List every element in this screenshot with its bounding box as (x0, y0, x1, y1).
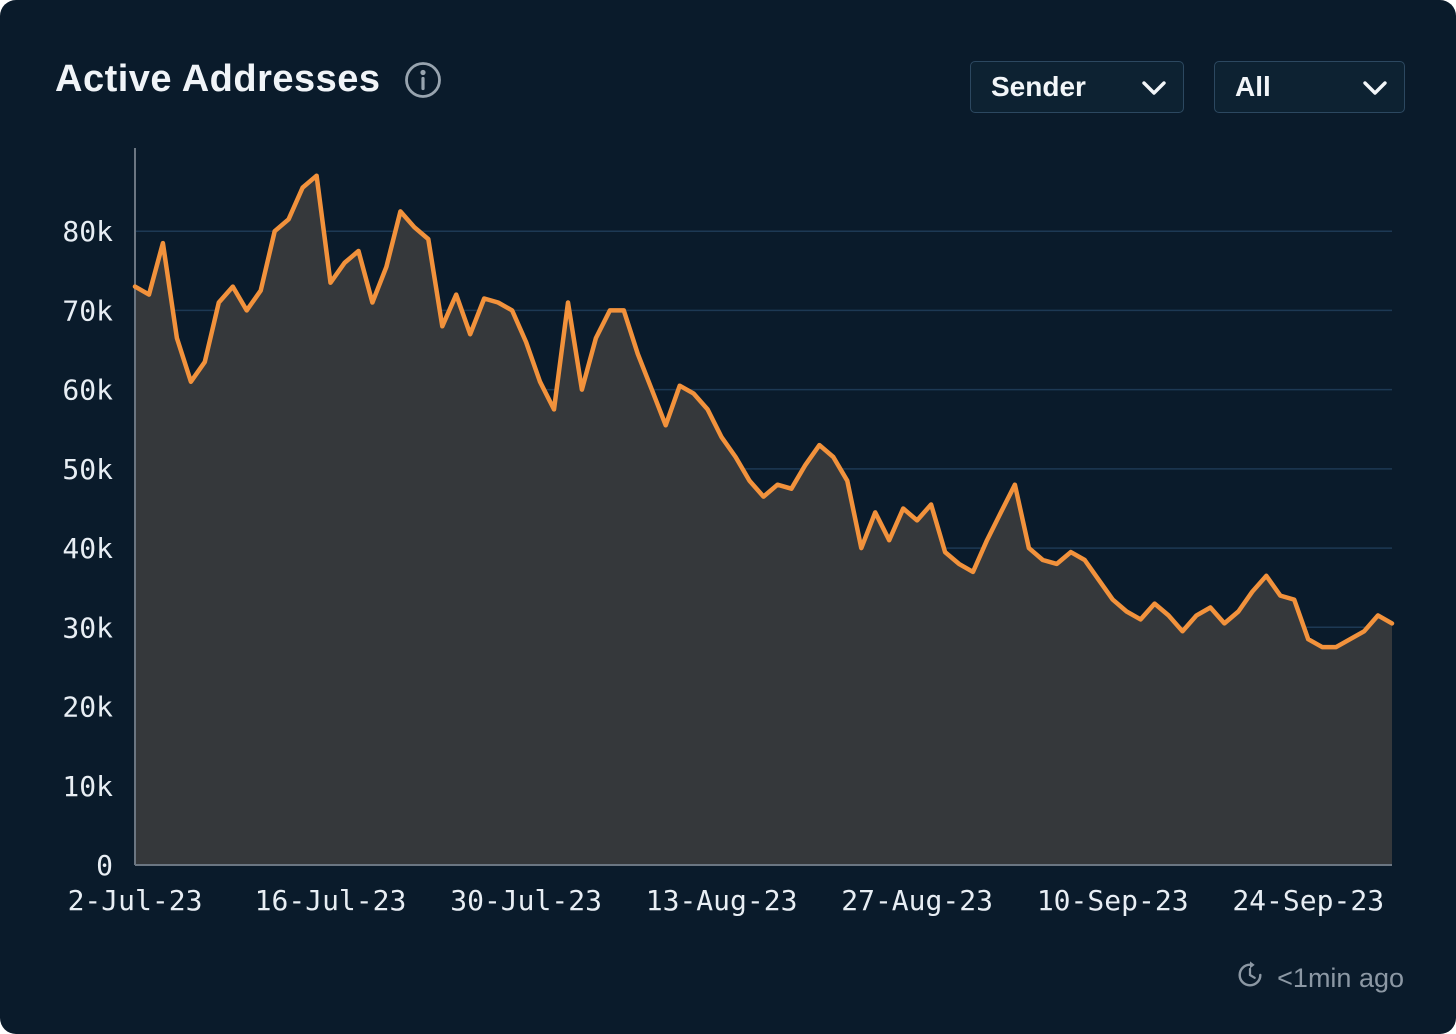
last-updated: <1min ago (1235, 960, 1404, 997)
x-tick-label: 30-Jul-23 (450, 884, 602, 917)
scope-filter-label: All (1235, 71, 1271, 102)
x-tick-label: 16-Jul-23 (255, 884, 407, 917)
y-tick-label: 0 (96, 849, 113, 882)
sender-filter-dropdown[interactable]: Sender (970, 61, 1184, 113)
chart-header: Active Addresses (55, 58, 443, 101)
x-tick-label: 10-Sep-23 (1037, 884, 1189, 917)
y-tick-label: 30k (62, 611, 113, 644)
y-tick-label: 50k (62, 453, 113, 486)
x-tick-label: 13-Aug-23 (646, 884, 798, 917)
y-tick-label: 80k (62, 215, 113, 248)
y-tick-label: 40k (62, 532, 113, 565)
page-title: Active Addresses (55, 58, 381, 100)
area-fill (135, 175, 1392, 865)
last-updated-text: <1min ago (1277, 963, 1404, 993)
info-icon[interactable] (403, 60, 443, 100)
y-tick-label: 60k (62, 374, 113, 407)
chevron-down-icon (1362, 71, 1388, 103)
x-tick-label: 24-Sep-23 (1232, 884, 1384, 917)
y-tick-label: 70k (62, 294, 113, 327)
x-tick-label: 27-Aug-23 (841, 884, 993, 917)
x-tick-label: 2-Jul-23 (68, 884, 203, 917)
y-tick-label: 20k (62, 691, 113, 724)
refresh-clock-icon (1235, 960, 1265, 997)
sender-filter-label: Sender (991, 71, 1086, 102)
chart-plot-area[interactable] (135, 148, 1392, 865)
scope-filter-dropdown[interactable]: All (1214, 61, 1405, 113)
chevron-down-icon (1141, 71, 1167, 103)
y-tick-label: 10k (62, 770, 113, 803)
line-series (132, 173, 1395, 650)
